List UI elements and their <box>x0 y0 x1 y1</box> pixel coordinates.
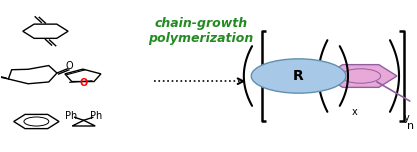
Text: R: R <box>293 69 304 83</box>
Polygon shape <box>324 65 397 87</box>
Text: x: x <box>352 107 358 117</box>
Text: n: n <box>407 121 414 131</box>
Text: chain-growth
polymerization: chain-growth polymerization <box>148 17 254 45</box>
Text: Ph: Ph <box>65 111 78 121</box>
Circle shape <box>251 59 346 93</box>
Text: Ph: Ph <box>90 111 102 121</box>
Text: O: O <box>65 61 73 71</box>
Text: y: y <box>404 113 410 123</box>
Text: O: O <box>80 78 88 88</box>
